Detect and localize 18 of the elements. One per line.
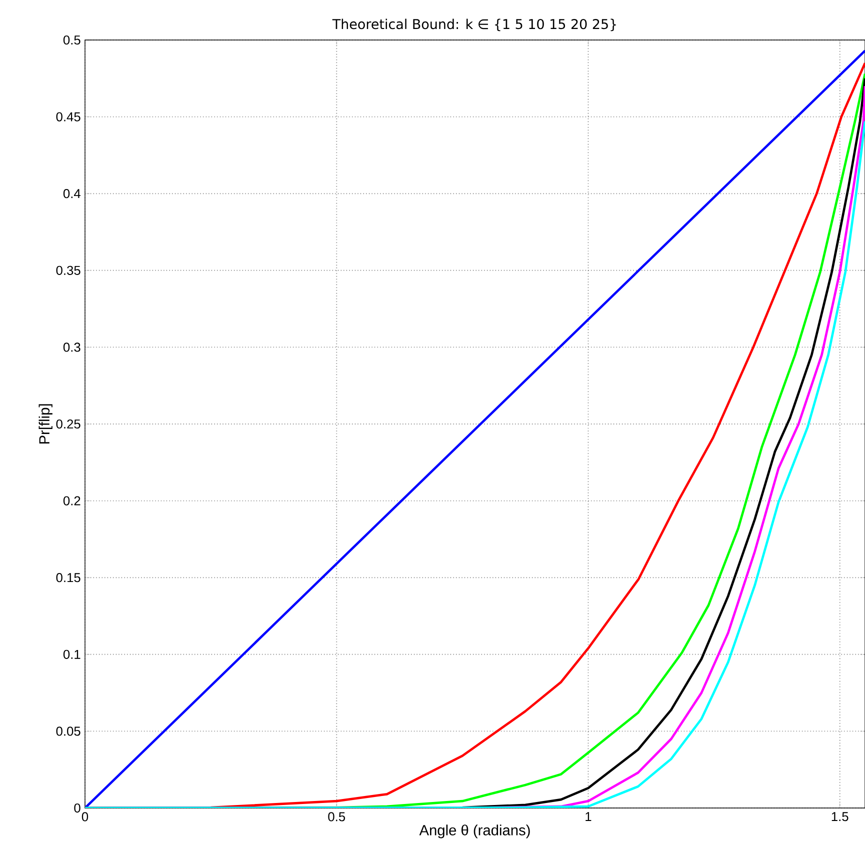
y-tick-label: 0.4 [63, 189, 80, 198]
x-axis-title: Angle θ (radians) [419, 824, 530, 838]
y-tick-label: 0.25 [56, 419, 80, 429]
y-tick-label: 0.05 [56, 726, 80, 736]
x-tick-label: 0.5 [328, 812, 346, 822]
x-tick-label: 0 [82, 812, 88, 822]
y-tick-label: 0.15 [56, 573, 80, 582]
y-tick-label: 0 [74, 803, 80, 813]
y-axis-title: Pr[flip] [38, 404, 52, 444]
chart-title: Theoretical Bound: k ∈ {1 5 10 15 20 25} [332, 18, 616, 32]
y-tick-label: 0.45 [56, 112, 80, 122]
y-tick-label: 0.3 [63, 342, 80, 352]
y-tick-label: 0.1 [63, 650, 80, 659]
y-tick-label: 0.2 [63, 496, 80, 506]
y-tick-label: 0.5 [63, 35, 80, 45]
x-tick-label: 1.5 [832, 812, 848, 822]
y-tick-label: 0.35 [56, 266, 80, 275]
x-tick-label: 1 [586, 812, 592, 822]
